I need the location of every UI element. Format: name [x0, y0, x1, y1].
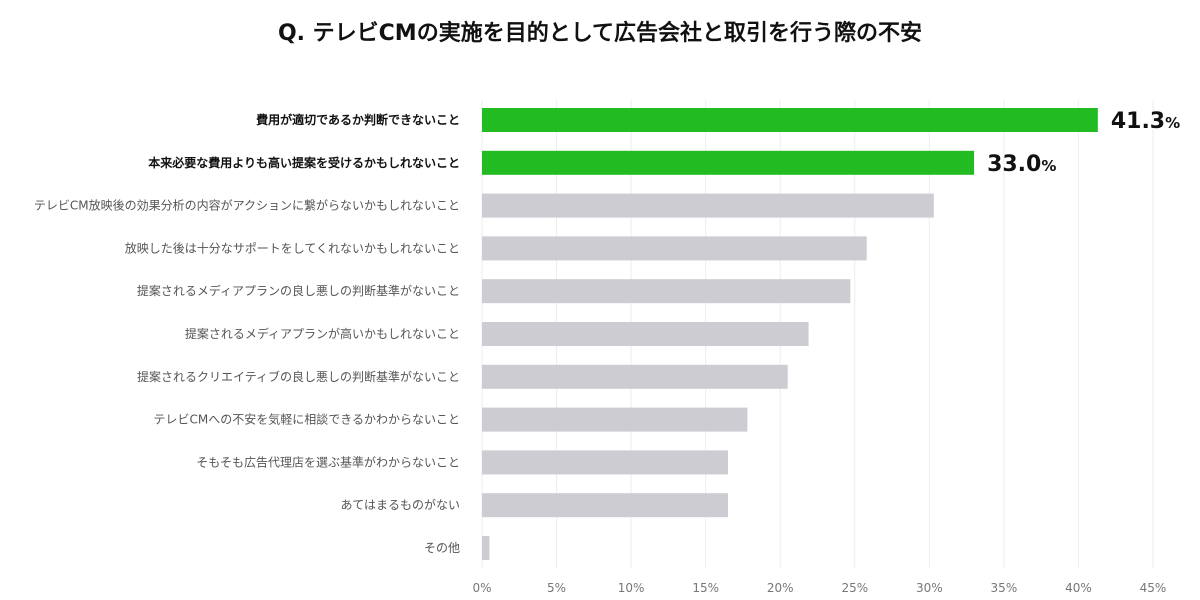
x-tick-label: 25%: [841, 581, 868, 595]
category-labels: 費用が適切であるか判断できないこと本来必要な費用よりも高い提案を受けるかもしれな…: [34, 112, 460, 555]
bar: [482, 108, 1098, 132]
value-number: 33.0: [987, 152, 1041, 177]
category-label: テレビCM放映後の効果分析の内容がアクションに繋がらないかもしれないこと: [34, 198, 460, 213]
chart-title: Q. テレビCMの実施を目的として広告会社と取引を行う際の不安: [278, 20, 922, 46]
x-tick-label: 20%: [767, 581, 794, 595]
x-tick-label: 40%: [1065, 581, 1092, 595]
category-label: 提案されるメディアプランが高いかもしれないこと: [185, 326, 460, 341]
x-tick-label: 45%: [1140, 581, 1167, 595]
category-label: 提案されるクリエイティブの良し悪しの判断基準がないこと: [137, 369, 460, 384]
value-unit: %: [1041, 157, 1056, 175]
category-label: あてはまるものがない: [340, 497, 460, 512]
bar: [482, 536, 490, 560]
x-tick-label: 35%: [991, 581, 1018, 595]
category-label: テレビCMへの不安を気軽に相談できるかわからないこと: [154, 412, 461, 427]
bar: [482, 236, 867, 261]
value-number: 41.3: [1111, 109, 1165, 134]
x-tick-label: 10%: [618, 581, 645, 595]
x-tick-label: 5%: [547, 581, 566, 595]
bar: [482, 407, 748, 432]
x-tick-label: 0%: [472, 581, 491, 595]
category-label: 放映した後は十分なサポートをしてくれないかもしれないこと: [125, 240, 460, 255]
x-tick-label: 15%: [692, 581, 719, 595]
category-label: そもそも広告代理店を選ぶ基準がわからないこと: [196, 454, 460, 469]
x-tick-label: 30%: [916, 581, 943, 595]
value-label: 33.0%: [987, 152, 1056, 177]
bar: [482, 322, 809, 346]
bar: [482, 279, 851, 304]
x-axis-ticks: 0% 5% 10% 15% 20% 25% 30% 35% 40% 45%: [472, 581, 1166, 595]
value-labels: 41.3%33.0%: [987, 109, 1180, 177]
bar: [482, 364, 788, 389]
value-unit: %: [1165, 114, 1180, 132]
category-label: 本来必要な費用よりも高い提案を受けるかもしれないこと: [148, 155, 460, 170]
category-label: その他: [424, 541, 460, 555]
bars: [482, 108, 1098, 560]
bar: [482, 450, 729, 475]
value-label: 41.3%: [1111, 109, 1180, 134]
bar: [482, 193, 934, 218]
category-label: 提案されるメディアプランの良し悪しの判断基準がないこと: [137, 283, 460, 298]
bar: [482, 150, 975, 175]
bar: [482, 493, 729, 518]
category-label: 費用が適切であるか判断できないこと: [256, 112, 460, 127]
